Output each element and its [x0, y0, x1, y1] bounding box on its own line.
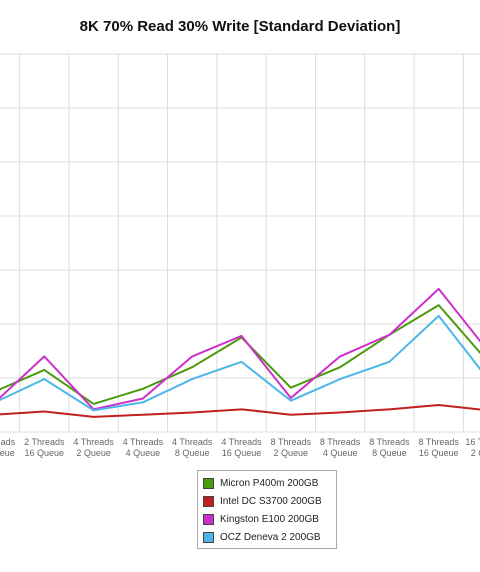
- series-line: [0, 404, 480, 418]
- legend-swatch: [203, 513, 214, 525]
- x-tick-label: 4 Threads 4 Queue: [123, 437, 164, 458]
- x-tick-label: 2 Threads 16 Queue: [24, 437, 65, 458]
- x-tick-label: 8 Threads 4 Queue: [320, 437, 361, 458]
- legend-item: Micron P400m 200GB: [198, 474, 336, 492]
- legend-item: Intel DC S3700 200GB: [198, 492, 336, 510]
- legend-item: OCZ Deneva 2 200GB: [198, 528, 336, 546]
- x-tick-label: 8 Threads 2 Queue: [271, 437, 312, 458]
- legend-item: Kingston E100 200GB: [198, 510, 336, 528]
- legend: Micron P400m 200GB Intel DC S3700 200GB Ki…: [197, 470, 337, 549]
- x-tick-label: 4 Threads 8 Queue: [172, 437, 213, 458]
- chart-title: 8K 70% Read 30% Write [Standard Deviatio…: [79, 18, 401, 35]
- legend-label: OCZ Deneva 2 200GB: [220, 531, 321, 543]
- legend-swatch: [203, 531, 214, 543]
- series-line: [0, 287, 480, 411]
- legend-label: Kingston E100 200GB: [220, 513, 319, 525]
- x-tick-label: 4 Threads 16 Queue: [221, 437, 262, 458]
- series-lines: [0, 287, 480, 418]
- series-line: [0, 304, 480, 405]
- x-tick-label: 8 Threads 16 Queue: [419, 437, 460, 458]
- series-line: [0, 314, 480, 412]
- legend-swatch: [203, 495, 214, 507]
- x-tick-label: 8 Threads 8 Queue: [369, 437, 410, 458]
- grid-lines: [0, 53, 480, 433]
- legend-label: Micron P400m 200GB: [220, 477, 319, 489]
- legend-swatch: [203, 477, 214, 489]
- legend-label: Intel DC S3700 200GB: [220, 495, 322, 507]
- x-tick-label: 4 Threads 2 Queue: [73, 437, 114, 458]
